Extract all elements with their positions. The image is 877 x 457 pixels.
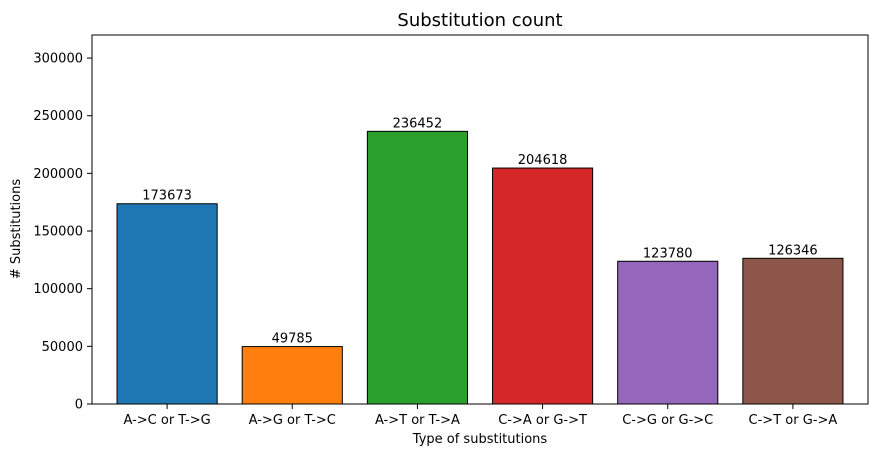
- bars-layer: [116, 130, 844, 405]
- data-label-c-a-or-g-t: 204618: [518, 153, 568, 168]
- data-label-a-g-or-t-c: 49785: [272, 332, 313, 347]
- x-tick-label-a-g-or-t-c: A->G or T->C: [249, 413, 336, 428]
- data-label-a-t-or-t-a: 236452: [393, 116, 443, 131]
- bar-a-c-or-t-g: [116, 203, 218, 405]
- data-label-c-g-or-g-c: 123780: [643, 246, 693, 261]
- x-tick-label-c-t-or-g-a: C->T or G->A: [749, 413, 838, 428]
- plot-area: [92, 35, 868, 404]
- bar-c-a-or-g-t: [492, 167, 594, 405]
- bar-c-g-or-g-c: [617, 260, 719, 405]
- y-tick-label-0: 0: [75, 398, 83, 413]
- x-axis-ticks: A->C or T->G A->G or T->C A->T or T->A C->A…: [123, 404, 837, 428]
- x-tick-label-a-t-or-t-a: A->T or T->A: [375, 413, 460, 428]
- x-axis-title: Type of substitutions: [412, 432, 548, 447]
- bar-a-t-or-t-a: [366, 130, 468, 405]
- chart-title: Substitution count: [397, 10, 562, 31]
- bar-c-t-or-g-a: [742, 257, 844, 405]
- y-tick-label-200000: 200000: [33, 167, 83, 182]
- bar-a-g-or-t-c: [241, 346, 343, 405]
- data-label-a-c-or-t-g: 173673: [142, 189, 192, 204]
- y-tick-label-300000: 300000: [33, 52, 83, 67]
- plot-frame: [91, 34, 869, 405]
- y-tick-label-100000: 100000: [33, 282, 83, 297]
- y-axis-ticks: 0 50000 100000 150000 200000 250000 300000: [33, 52, 92, 413]
- y-tick-label-250000: 250000: [33, 109, 83, 124]
- y-axis-title: # Substitutions: [9, 179, 24, 279]
- data-label-c-t-or-g-a: 126346: [768, 243, 818, 258]
- x-tick-label-c-a-or-g-t: C->A or G->T: [498, 413, 587, 428]
- x-tick-label-c-g-or-g-c: C->G or G->C: [622, 413, 713, 428]
- y-tick-label-150000: 150000: [33, 225, 83, 240]
- data-labels-layer: 173673 49785 236452 204618 123780 126346: [142, 116, 817, 346]
- x-tick-label-a-c-or-t-g: A->C or T->G: [123, 413, 210, 428]
- y-tick-label-50000: 50000: [42, 340, 83, 355]
